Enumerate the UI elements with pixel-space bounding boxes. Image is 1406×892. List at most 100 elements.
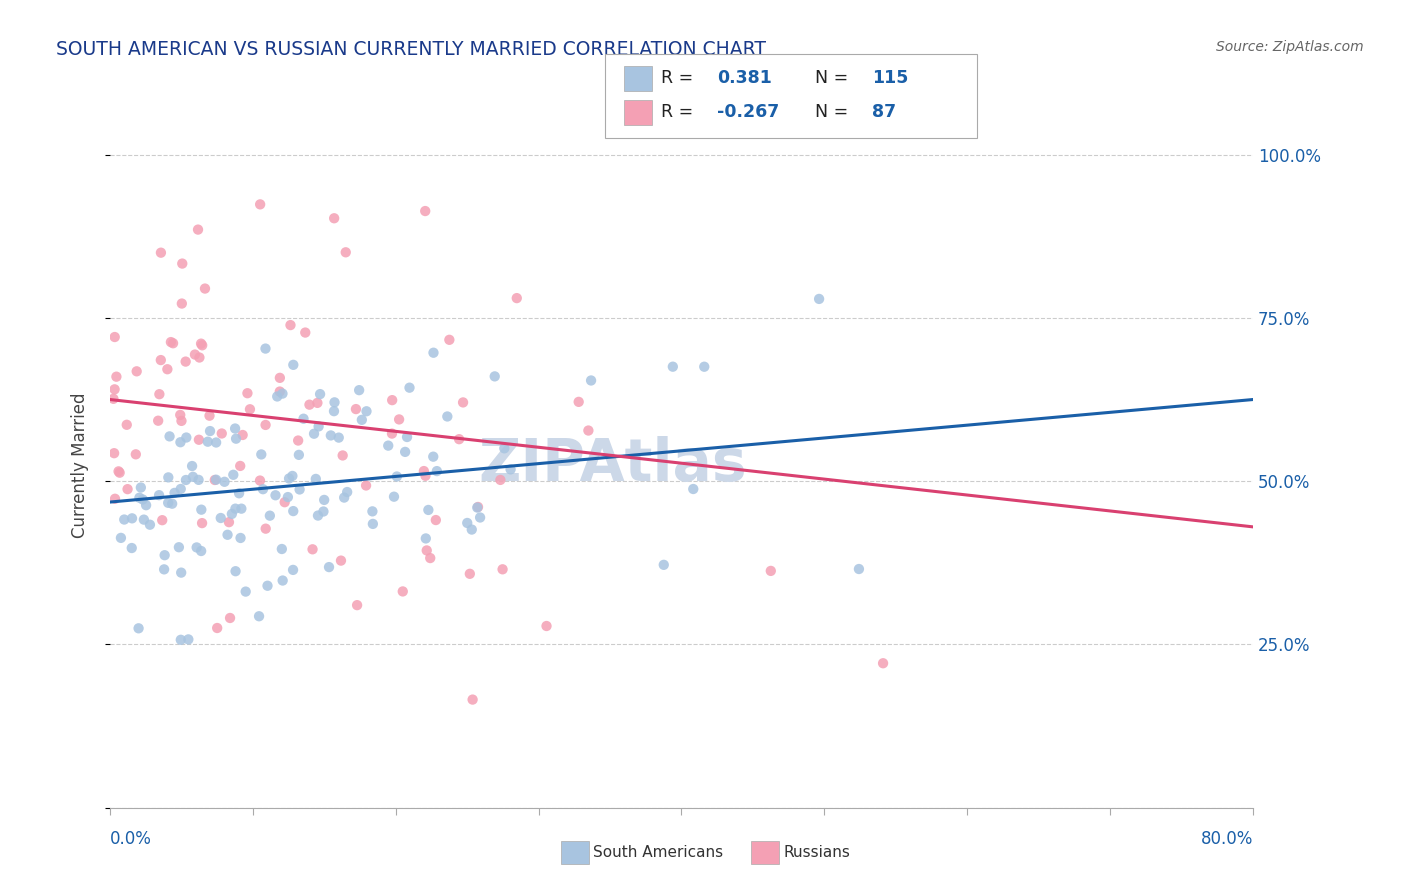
- Point: [271, 574, 294, 588]
- Point: [229, 531, 252, 545]
- Point: [278, 471, 301, 485]
- Point: [236, 386, 259, 401]
- Point: [298, 398, 321, 412]
- Point: [273, 495, 295, 509]
- Text: ZIPAtlas: ZIPAtlas: [478, 436, 747, 493]
- Point: [219, 611, 242, 625]
- Point: [506, 291, 529, 305]
- Point: [307, 508, 329, 523]
- Point: [333, 491, 356, 505]
- Point: [305, 472, 328, 486]
- Point: [247, 609, 270, 624]
- Point: [270, 541, 292, 556]
- Point: [148, 488, 170, 502]
- Point: [205, 473, 228, 487]
- Point: [187, 222, 209, 236]
- Point: [301, 542, 323, 557]
- Point: [149, 245, 172, 260]
- Point: [211, 426, 233, 441]
- Point: [281, 469, 304, 483]
- Point: [184, 347, 207, 361]
- Point: [439, 333, 461, 347]
- Text: SOUTH AMERICAN VS RUSSIAN CURRENTLY MARRIED CORRELATION CHART: SOUTH AMERICAN VS RUSSIAN CURRENTLY MARR…: [56, 40, 766, 59]
- Y-axis label: Currently Married: Currently Married: [72, 392, 89, 538]
- Point: [415, 532, 437, 546]
- Point: [254, 342, 277, 356]
- Point: [254, 417, 277, 432]
- Point: [418, 503, 440, 517]
- Point: [167, 540, 190, 554]
- Point: [288, 483, 311, 497]
- Point: [277, 490, 299, 504]
- Point: [467, 500, 489, 514]
- Point: [456, 516, 478, 530]
- Point: [197, 434, 219, 449]
- Point: [174, 473, 197, 487]
- Point: [148, 387, 170, 401]
- Point: [205, 621, 228, 635]
- Point: [204, 473, 226, 487]
- Point: [146, 414, 169, 428]
- Point: [121, 541, 143, 555]
- Point: [239, 402, 262, 417]
- Point: [308, 419, 330, 434]
- Point: [451, 395, 474, 409]
- Point: [224, 421, 246, 435]
- Point: [209, 511, 232, 525]
- Point: [461, 523, 484, 537]
- Point: [381, 393, 404, 408]
- Point: [170, 566, 193, 580]
- Point: [117, 482, 139, 496]
- Point: [224, 501, 246, 516]
- Text: 115: 115: [872, 70, 908, 87]
- Point: [191, 516, 214, 530]
- Point: [187, 433, 209, 447]
- Point: [579, 374, 602, 388]
- Point: [169, 408, 191, 422]
- Text: 0.381: 0.381: [717, 70, 772, 87]
- Point: [382, 490, 405, 504]
- Text: -0.267: -0.267: [717, 103, 779, 121]
- Point: [198, 409, 221, 423]
- Point: [422, 345, 444, 359]
- Point: [491, 562, 513, 576]
- Point: [319, 428, 342, 442]
- Point: [872, 657, 894, 671]
- Text: N =: N =: [815, 103, 849, 121]
- Point: [489, 473, 512, 487]
- Point: [221, 507, 243, 521]
- Point: [170, 414, 193, 428]
- Point: [302, 426, 325, 441]
- Point: [104, 491, 127, 506]
- Point: [153, 562, 176, 576]
- Point: [356, 404, 378, 418]
- Point: [170, 482, 193, 496]
- Point: [576, 424, 599, 438]
- Point: [314, 492, 336, 507]
- Point: [170, 296, 193, 310]
- Point: [808, 292, 831, 306]
- Point: [225, 564, 247, 578]
- Point: [323, 395, 346, 409]
- Text: R =: R =: [661, 103, 693, 121]
- Point: [108, 466, 131, 480]
- Point: [231, 501, 253, 516]
- Point: [149, 353, 172, 368]
- Point: [288, 448, 311, 462]
- Point: [162, 336, 184, 351]
- Point: [461, 692, 484, 706]
- Point: [381, 426, 404, 441]
- Point: [198, 424, 221, 438]
- Point: [312, 504, 335, 518]
- Point: [157, 470, 180, 484]
- Point: [266, 389, 288, 403]
- Point: [150, 513, 173, 527]
- Point: [169, 435, 191, 450]
- Point: [536, 619, 558, 633]
- Point: [190, 502, 212, 516]
- Point: [330, 553, 353, 567]
- Point: [309, 387, 332, 401]
- Text: 80.0%: 80.0%: [1201, 830, 1253, 848]
- Point: [465, 500, 488, 515]
- Point: [163, 486, 186, 500]
